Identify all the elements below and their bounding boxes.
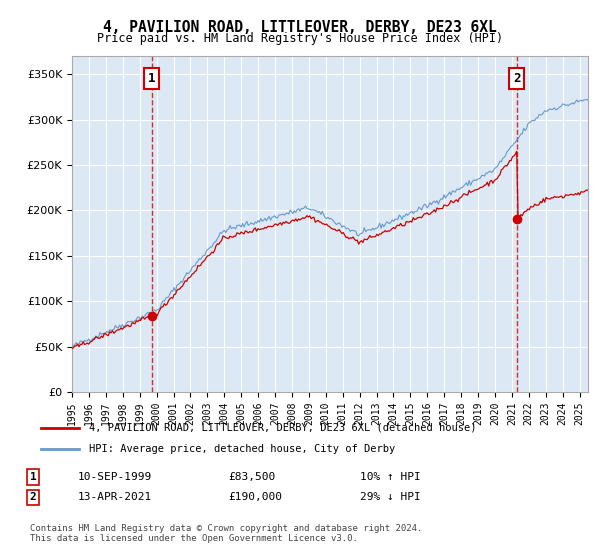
Text: £190,000: £190,000 bbox=[228, 492, 282, 502]
Text: Price paid vs. HM Land Registry's House Price Index (HPI): Price paid vs. HM Land Registry's House … bbox=[97, 32, 503, 45]
Text: 10% ↑ HPI: 10% ↑ HPI bbox=[360, 472, 421, 482]
Text: 1: 1 bbox=[148, 72, 155, 85]
Text: 4, PAVILION ROAD, LITTLEOVER, DERBY, DE23 6XL: 4, PAVILION ROAD, LITTLEOVER, DERBY, DE2… bbox=[103, 20, 497, 35]
Text: 2: 2 bbox=[29, 492, 37, 502]
Text: 10-SEP-1999: 10-SEP-1999 bbox=[78, 472, 152, 482]
Text: 13-APR-2021: 13-APR-2021 bbox=[78, 492, 152, 502]
Text: 1: 1 bbox=[29, 472, 37, 482]
Text: HPI: Average price, detached house, City of Derby: HPI: Average price, detached house, City… bbox=[89, 444, 395, 454]
Text: £83,500: £83,500 bbox=[228, 472, 275, 482]
Text: 2: 2 bbox=[513, 72, 521, 85]
Text: Contains HM Land Registry data © Crown copyright and database right 2024.
This d: Contains HM Land Registry data © Crown c… bbox=[30, 524, 422, 543]
Text: 29% ↓ HPI: 29% ↓ HPI bbox=[360, 492, 421, 502]
Text: 4, PAVILION ROAD, LITTLEOVER, DERBY, DE23 6XL (detached house): 4, PAVILION ROAD, LITTLEOVER, DERBY, DE2… bbox=[89, 423, 477, 433]
